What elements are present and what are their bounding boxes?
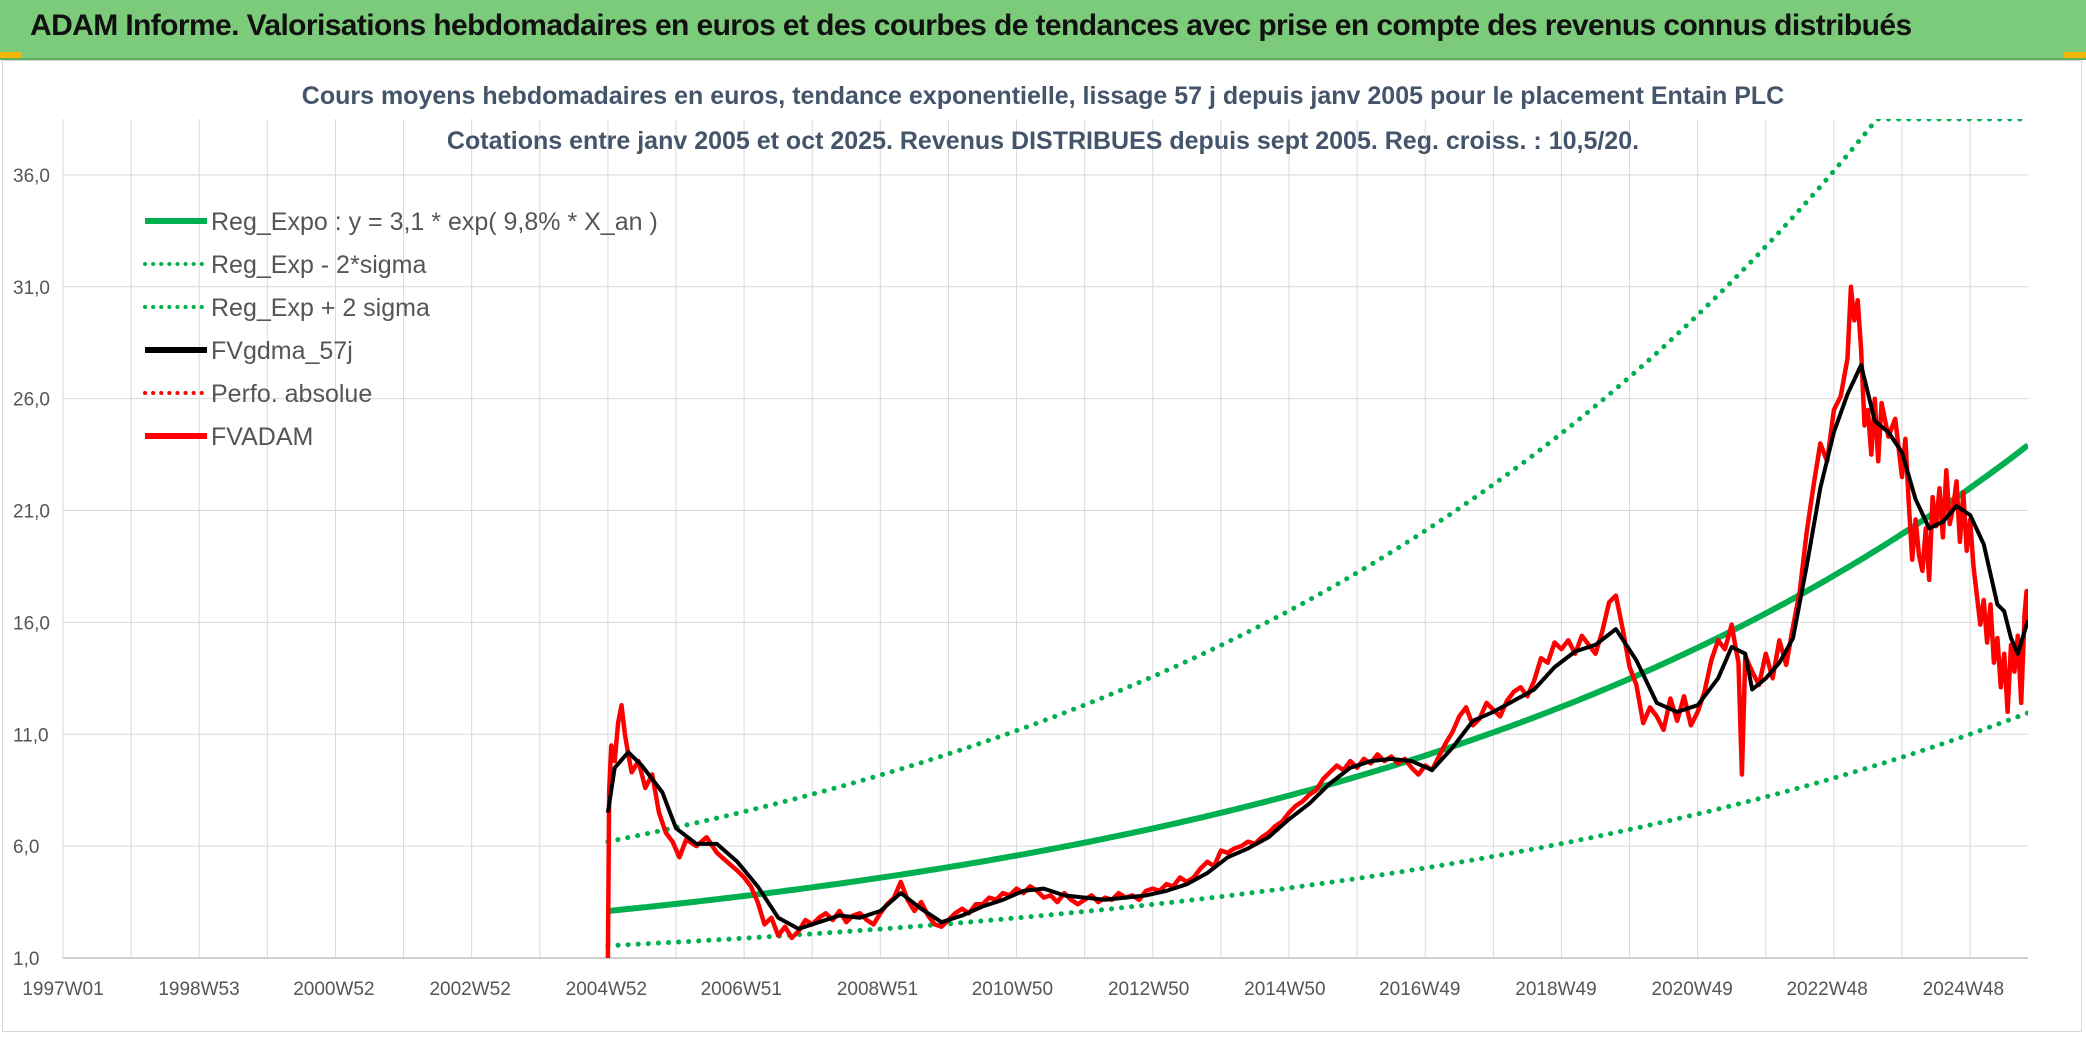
x-tick-label: 2022W48 — [1786, 979, 1867, 1000]
x-tick-label: 1998W53 — [158, 979, 239, 1000]
report-title: ADAM Informe. Valorisations hebdomadaire… — [30, 9, 1912, 42]
x-tick-label: 2002W52 — [429, 979, 510, 1000]
series-line-2 — [605, 119, 2028, 845]
series — [605, 119, 2028, 958]
grid — [62, 119, 2028, 959]
chart-frame: 1,0 6,0 11,0 16,0 21,0 26,0 31,0 36,0 1997W01 199… — [2, 60, 2082, 1032]
chart-subtitle: Cotations entre janv 2005 et oct 2025. R… — [447, 127, 1639, 155]
legend-label: FVADAM — [211, 423, 313, 451]
x-tick-label: 2004W52 — [566, 979, 647, 1000]
series-line-1 — [605, 710, 2028, 949]
series-line-3 — [605, 363, 2028, 931]
legend-label: FVgdma_57j — [211, 337, 353, 365]
corner-marker-left — [0, 52, 22, 58]
x-tick-label: 2020W49 — [1652, 979, 1733, 1000]
y-tick-label: 6,0 — [13, 837, 39, 858]
x-tick-label: 2012W50 — [1108, 979, 1189, 1000]
y-tick-label: 16,0 — [13, 613, 50, 634]
x-tick-label: 2014W50 — [1244, 979, 1325, 1000]
chart-title: Cours moyens hebdomadaires en euros, ten… — [302, 82, 1784, 110]
line-chart: 1,0 6,0 11,0 16,0 21,0 26,0 31,0 36,0 1997W01 199… — [13, 82, 2028, 1000]
axes: 1,0 6,0 11,0 16,0 21,0 26,0 31,0 36,0 1997W01 199… — [13, 166, 2028, 1000]
x-tick-label: 2006W51 — [701, 979, 782, 1000]
x-tick-label: 2010W50 — [972, 979, 1053, 1000]
legend-label: Reg_Exp - 2*sigma — [211, 251, 426, 279]
y-tick-label: 1,0 — [13, 949, 39, 970]
report-banner: ADAM Informe. Valorisations hebdomadaire… — [0, 0, 2086, 60]
y-tick-label: 31,0 — [13, 278, 50, 299]
legend-label: Reg_Exp + 2 sigma — [211, 294, 430, 322]
y-tick-label: 21,0 — [13, 502, 50, 523]
x-tick-label: 2018W49 — [1515, 979, 1596, 1000]
y-tick-label: 26,0 — [13, 390, 50, 411]
x-tick-label: 1997W01 — [22, 979, 103, 1000]
legend-label: Perfo. absolue — [211, 380, 372, 408]
x-tick-label: 2024W48 — [1923, 979, 2004, 1000]
x-tick-label: 2016W49 — [1379, 979, 1460, 1000]
legend: Reg_Expo : y = 3,1 * exp( 9,8% * X_an ) R… — [143, 208, 658, 451]
y-tick-label: 11,0 — [13, 725, 49, 746]
x-tick-label: 2008W51 — [837, 979, 918, 1000]
corner-marker-right — [2064, 52, 2086, 58]
x-tick-label: 2000W52 — [293, 979, 374, 1000]
y-tick-label: 36,0 — [13, 166, 50, 187]
legend-label: Reg_Expo : y = 3,1 * exp( 9,8% * X_an ) — [211, 208, 658, 236]
